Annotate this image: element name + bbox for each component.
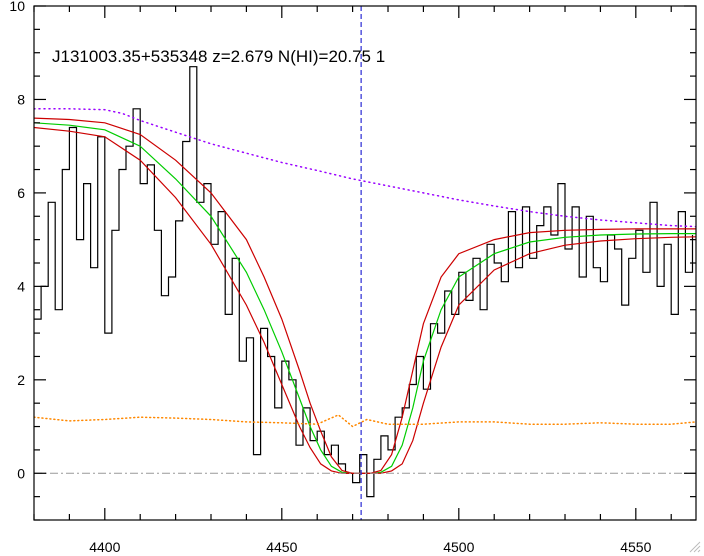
reference-lines [34, 6, 696, 520]
plot-frame [33, 5, 697, 521]
x-tick-label: 4450 [266, 539, 297, 555]
series-layer [34, 66, 696, 498]
y-tick-label: 8 [17, 91, 25, 107]
x-tick-label: 4550 [620, 539, 651, 555]
y-tick-label: 4 [17, 278, 25, 294]
series-error [34, 414, 696, 428]
series-spectrum [34, 66, 694, 498]
series-model-upper [34, 117, 696, 474]
y-tick-label: 10 [9, 0, 25, 14]
series-model-lower [34, 126, 696, 474]
y-tick-label: 2 [17, 372, 25, 388]
axis-labels: 4400 4450 4500 4550 0 2 4 6 8 10 [9, 0, 651, 555]
series-continuum [34, 108, 696, 228]
axis-ticks [33, 5, 696, 521]
series-model [34, 122, 696, 474]
x-tick-label: 4400 [89, 539, 120, 555]
y-tick-label: 0 [17, 465, 25, 481]
resize-grip-icon[interactable] [689, 541, 701, 553]
chart-title: J131003.35+535348 z=2.679 N(HI)=20.75 1 [52, 47, 385, 66]
x-tick-label: 4500 [443, 539, 474, 555]
y-tick-label: 6 [17, 185, 25, 201]
